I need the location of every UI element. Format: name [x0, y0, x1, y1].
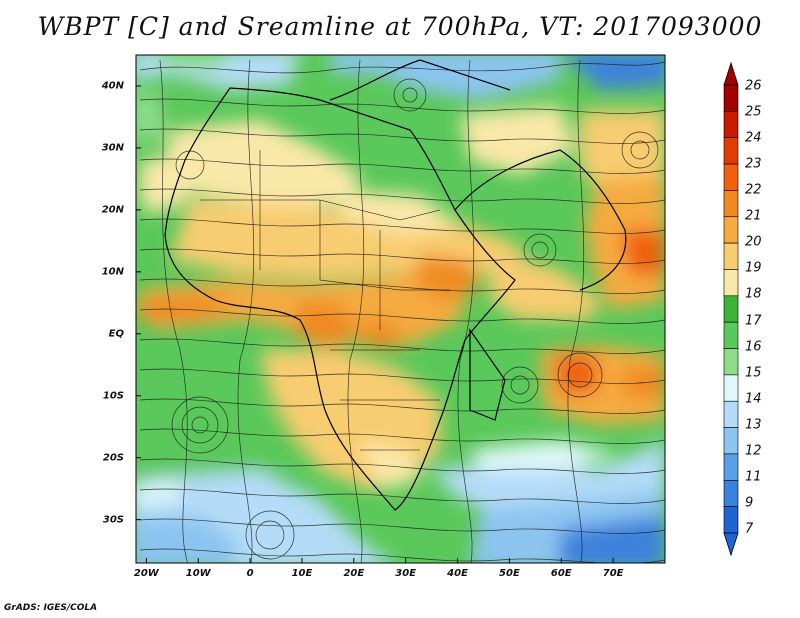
colorbar-label: 16: [745, 339, 762, 355]
colorbar-label: 15: [745, 365, 762, 381]
colorbar-segment: [723, 137, 739, 165]
colorbar-label: 26: [745, 78, 762, 94]
colorbar-label: 22: [745, 182, 762, 198]
colorbar-label: 11: [745, 469, 762, 485]
x-tick-label: 0: [246, 568, 254, 579]
figure-title: WBPT [C] and Sreamline at 700hPa, VT: 20…: [37, 12, 763, 41]
colorbar-label: 19: [745, 260, 762, 276]
axis-ticks: [136, 85, 614, 563]
colorbar-segment: [723, 111, 739, 139]
map-frame: [135, 54, 666, 564]
y-tick-label: 10N: [101, 266, 124, 278]
x-tick-label: 70E: [602, 568, 624, 579]
colorbar-segment: [723, 348, 739, 376]
wbpt-field: [136, 55, 665, 563]
colorbar-label: 20: [745, 234, 762, 250]
x-tick-label: 60E: [550, 568, 572, 579]
colorbar-label: 23: [745, 156, 762, 172]
colorbar-label: 9: [745, 495, 754, 511]
colorbar-segment: [723, 374, 739, 402]
y-tick-label: 10S: [102, 390, 124, 402]
colorbar-segment: [723, 163, 739, 191]
colorbar-label: 13: [745, 417, 762, 433]
country-borders: [200, 150, 450, 451]
x-tick-label: 10W: [185, 568, 211, 579]
colorbar-cap-top: [723, 61, 739, 86]
colorbar-segment: [723, 84, 739, 112]
colorbar-label: 14: [745, 391, 762, 407]
colorbar-segment: [723, 190, 739, 218]
colorbar-label: 25: [745, 104, 762, 120]
colorbar-segment: [723, 400, 739, 428]
x-tick-label: 30E: [395, 568, 417, 579]
colorbar-label: 24: [745, 130, 762, 146]
colorbar-segment: [723, 295, 739, 323]
colorbar-segment: [723, 321, 739, 349]
colorbar: [723, 61, 739, 557]
colorbar-label: 18: [745, 286, 762, 302]
y-tick-label: EQ: [108, 328, 124, 340]
colorbar-segment: [723, 453, 739, 481]
y-tick-label: 30N: [101, 142, 124, 154]
y-tick-label: 30S: [102, 514, 124, 526]
colorbar-segment: [723, 427, 739, 455]
credit-footer: GrADS: IGES/COLA: [4, 603, 98, 613]
x-tick-label: 10E: [291, 568, 313, 579]
colorbar-label: 12: [745, 443, 762, 459]
y-tick-label: 40N: [101, 80, 124, 92]
colorbar-label: 17: [745, 313, 762, 329]
x-tick-label: 20E: [343, 568, 365, 579]
colorbar-segment: [723, 242, 739, 270]
x-tick-label: 50E: [499, 568, 520, 579]
x-tick-label: 40E: [447, 568, 468, 579]
colorbar-segment: [723, 216, 739, 244]
y-tick-label: 20N: [101, 204, 124, 216]
y-tick-label: 20S: [102, 452, 124, 464]
coastlines: [164, 59, 627, 511]
colorbar-label: 7: [745, 521, 754, 537]
colorbar-segment: [723, 479, 739, 507]
colorbar-segment: [723, 506, 739, 534]
x-tick-label: 20W: [133, 568, 159, 579]
streamlines: [139, 59, 665, 563]
colorbar-cap-bottom: [723, 532, 739, 557]
colorbar-segment: [723, 269, 739, 297]
colorbar-label: 21: [745, 208, 762, 224]
